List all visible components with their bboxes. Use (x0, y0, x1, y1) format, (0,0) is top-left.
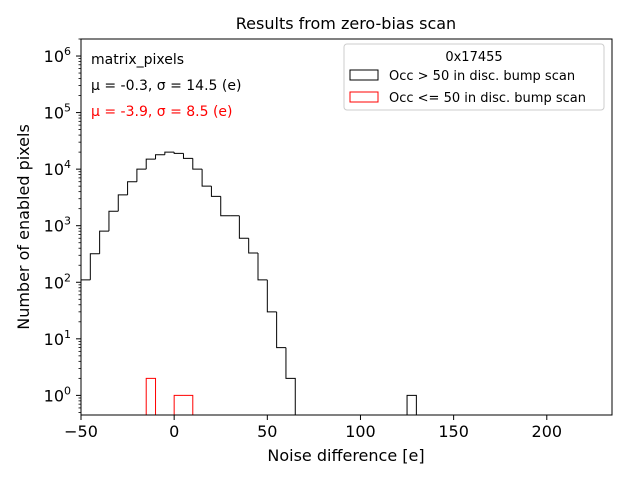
histogram-bin-black (80, 279, 91, 415)
y-axis-label: Number of enabled pixels (14, 124, 33, 330)
legend: 0x17455 Occ > 50 in disc. bump scan Occ … (343, 43, 605, 111)
x-tick-label: 150 (438, 422, 469, 441)
legend-entry-red: Occ <= 50 in disc. bump scan (389, 91, 586, 106)
plot-frame (80, 38, 613, 416)
histogram-bin-black (108, 210, 119, 232)
annotation-stats-red: μ = -3.9, σ = 8.5 (e) (91, 104, 233, 120)
legend-title: 0x17455 (445, 50, 502, 65)
histogram-bin-black (276, 311, 286, 349)
histogram-bin-black (248, 238, 258, 254)
histogram-bin-black (173, 152, 184, 154)
histogram-bin-black (201, 169, 212, 187)
axis-ticks: −50 0 50 100 150 200 100 101 102 103 104 105 106 (44, 38, 563, 441)
plot-area (80, 151, 417, 415)
histogram-bin-black (155, 154, 165, 160)
x-tick-label: −50 (64, 422, 98, 441)
histogram-bin-black (117, 194, 128, 212)
legend-entry-black: Occ > 50 in disc. bump scan (389, 69, 575, 84)
histogram-bin-red (145, 377, 157, 415)
histogram-bin-black (127, 181, 137, 195)
histogram-bin-black (210, 186, 221, 197)
x-tick-label: 200 (532, 422, 563, 441)
annotation-stats-black: μ = -0.3, σ = 14.5 (e) (91, 78, 241, 94)
histogram-bin-red (183, 394, 194, 415)
y-tick-label: 102 (44, 271, 71, 292)
x-tick-label: 0 (169, 422, 179, 441)
legend-swatch-red (349, 91, 379, 103)
y-tick-label: 105 (44, 102, 71, 123)
histogram-bin-black (238, 215, 249, 239)
histogram-bin-black (182, 153, 193, 159)
histogram-bin-black (192, 158, 203, 170)
x-tick-label: 50 (257, 422, 277, 441)
histogram-bin-black (136, 168, 147, 182)
y-tick-label: 106 (44, 45, 71, 66)
legend-box (343, 43, 605, 111)
y-tick-label: 103 (44, 215, 71, 236)
y-tick-label: 104 (44, 158, 71, 179)
histogram-bin-black (266, 279, 277, 313)
histogram-bin-black (220, 196, 231, 217)
histogram-bin-black (145, 158, 156, 170)
annotation-dataset-label: matrix_pixels (91, 52, 184, 68)
x-axis-label: Noise difference [e] (267, 446, 424, 465)
chart-title: Results from zero-bias scan (236, 14, 456, 33)
histogram-bin-black (99, 230, 109, 254)
histogram-bin-black (406, 394, 417, 415)
histogram-bin-red (173, 394, 184, 415)
legend-swatch-black (349, 69, 379, 81)
y-tick-label: 101 (44, 328, 71, 349)
histogram-bin-black (89, 253, 100, 280)
histogram-bin-black (257, 252, 268, 281)
x-tick-label: 100 (345, 422, 376, 441)
histogram-bin-black (164, 151, 175, 155)
histogram-bin-black (285, 347, 296, 415)
y-tick-label: 100 (44, 384, 71, 405)
